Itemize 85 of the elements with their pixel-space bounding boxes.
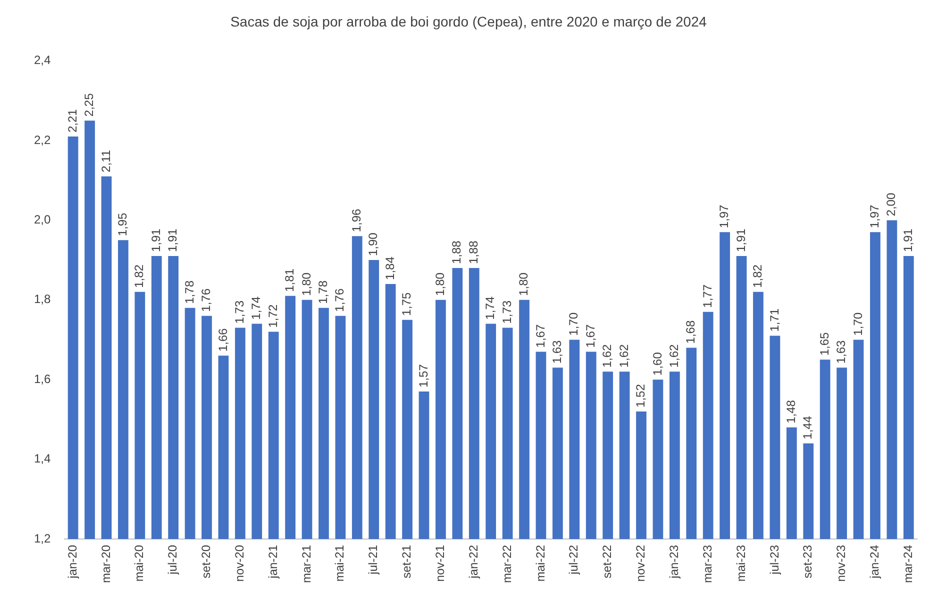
data-label: 1,52 <box>634 384 648 408</box>
data-label: 1,67 <box>533 324 548 348</box>
data-label: 2,25 <box>82 92 96 117</box>
data-label: 1,97 <box>868 204 882 228</box>
data-label: 1,48 <box>784 400 798 424</box>
x-tick-label: jul-22 <box>566 544 581 576</box>
chart-title: Sacas de soja por arroba de boi gordo (Cepea), entre 2020 e março de 2024 <box>230 13 707 30</box>
data-label: 1,44 <box>800 416 815 440</box>
data-label: 1,91 <box>148 228 163 252</box>
x-tick-label: mar-23 <box>700 544 714 584</box>
data-label: 1,88 <box>450 240 464 264</box>
data-label: 1,75 <box>400 292 414 316</box>
data-label: 1,84 <box>382 256 397 280</box>
x-tick-label: mai-21 <box>332 544 347 582</box>
data-label: 1,78 <box>182 280 196 304</box>
data-label: 1,90 <box>366 232 380 256</box>
data-label: 1,80 <box>433 272 448 296</box>
x-tick-label: nov-23 <box>834 544 848 582</box>
x-tick-label: mar-20 <box>98 544 113 584</box>
y-tick-label: 1,8 <box>34 292 51 306</box>
data-label: 1,62 <box>600 344 614 368</box>
data-label: 2,11 <box>98 150 113 172</box>
x-tick-label: nov-22 <box>634 544 648 582</box>
data-label: 1,88 <box>466 240 480 264</box>
x-tick-label: nov-20 <box>232 544 246 582</box>
x-tick-label: jan-24 <box>868 544 882 580</box>
data-label: 1,71 <box>767 308 782 332</box>
data-label: 1,62 <box>616 344 631 368</box>
data-label: 1,60 <box>650 352 664 376</box>
data-label: 1,70 <box>850 312 865 336</box>
x-tick-label: set-22 <box>600 544 614 578</box>
x-tick-label: mai-22 <box>533 544 548 582</box>
data-label: 1,62 <box>666 344 681 368</box>
data-label: 1,80 <box>299 272 314 296</box>
data-label: 1,72 <box>266 304 280 328</box>
data-label: 1,63 <box>550 340 564 364</box>
y-tick-label: 2,4 <box>34 53 51 68</box>
x-tick-label: set-21 <box>400 544 414 578</box>
y-tick-label: 2,0 <box>34 212 51 227</box>
x-tick-label: jul-23 <box>767 544 782 576</box>
data-label: 1,74 <box>249 296 264 320</box>
data-label: 1,65 <box>817 332 832 356</box>
data-label: 1,82 <box>132 264 146 288</box>
data-label: 1,57 <box>416 364 430 388</box>
x-tick-label: jan-23 <box>666 544 681 580</box>
data-label: 1,73 <box>232 300 246 324</box>
x-tick-label: mar-21 <box>299 544 314 584</box>
y-tick-label: 1,4 <box>34 452 51 466</box>
x-tick-label: set-23 <box>800 544 815 578</box>
data-label: 1,82 <box>750 264 765 288</box>
data-label: 1,91 <box>900 228 915 252</box>
data-label: 1,70 <box>566 312 581 336</box>
x-tick-label: mar-22 <box>500 544 514 584</box>
y-tick-label: 1,2 <box>34 531 51 546</box>
x-tick-label: set-20 <box>199 544 214 578</box>
data-label: 1,66 <box>216 328 230 352</box>
x-tick-label: jan-22 <box>466 544 480 580</box>
x-tick-label: mai-23 <box>734 544 748 582</box>
data-label: 1,67 <box>583 324 598 348</box>
y-tick-label: 1,6 <box>34 372 51 386</box>
data-label: 1,91 <box>734 228 748 252</box>
data-label: 1,63 <box>834 340 848 364</box>
data-label: 2,00 <box>884 192 898 216</box>
data-label: 1,81 <box>282 268 297 292</box>
data-label: 1,95 <box>115 212 130 236</box>
x-tick-label: mar-24 <box>900 544 915 584</box>
data-label: 1,76 <box>332 288 347 312</box>
data-label: 1,78 <box>316 280 330 304</box>
data-label: 1,76 <box>199 288 214 312</box>
x-tick-label: jul-21 <box>366 544 380 576</box>
data-label: 1,68 <box>684 320 698 344</box>
x-tick-label: mai-20 <box>132 544 146 582</box>
x-tick-label: jan-20 <box>65 544 80 580</box>
data-label: 1,80 <box>516 272 531 296</box>
data-label: 1,97 <box>717 204 732 228</box>
data-label: 1,74 <box>483 296 498 320</box>
data-label: 1,96 <box>349 208 364 232</box>
data-label: 1,73 <box>500 300 514 324</box>
data-label: 1,77 <box>700 284 714 308</box>
x-tick-label: jan-21 <box>266 544 280 580</box>
x-tick-label: nov-21 <box>433 544 448 582</box>
y-tick-label: 2,2 <box>34 132 51 147</box>
x-tick-label: jul-20 <box>166 544 180 576</box>
data-label: 1,91 <box>166 228 180 252</box>
data-label: 2,21 <box>65 108 80 133</box>
